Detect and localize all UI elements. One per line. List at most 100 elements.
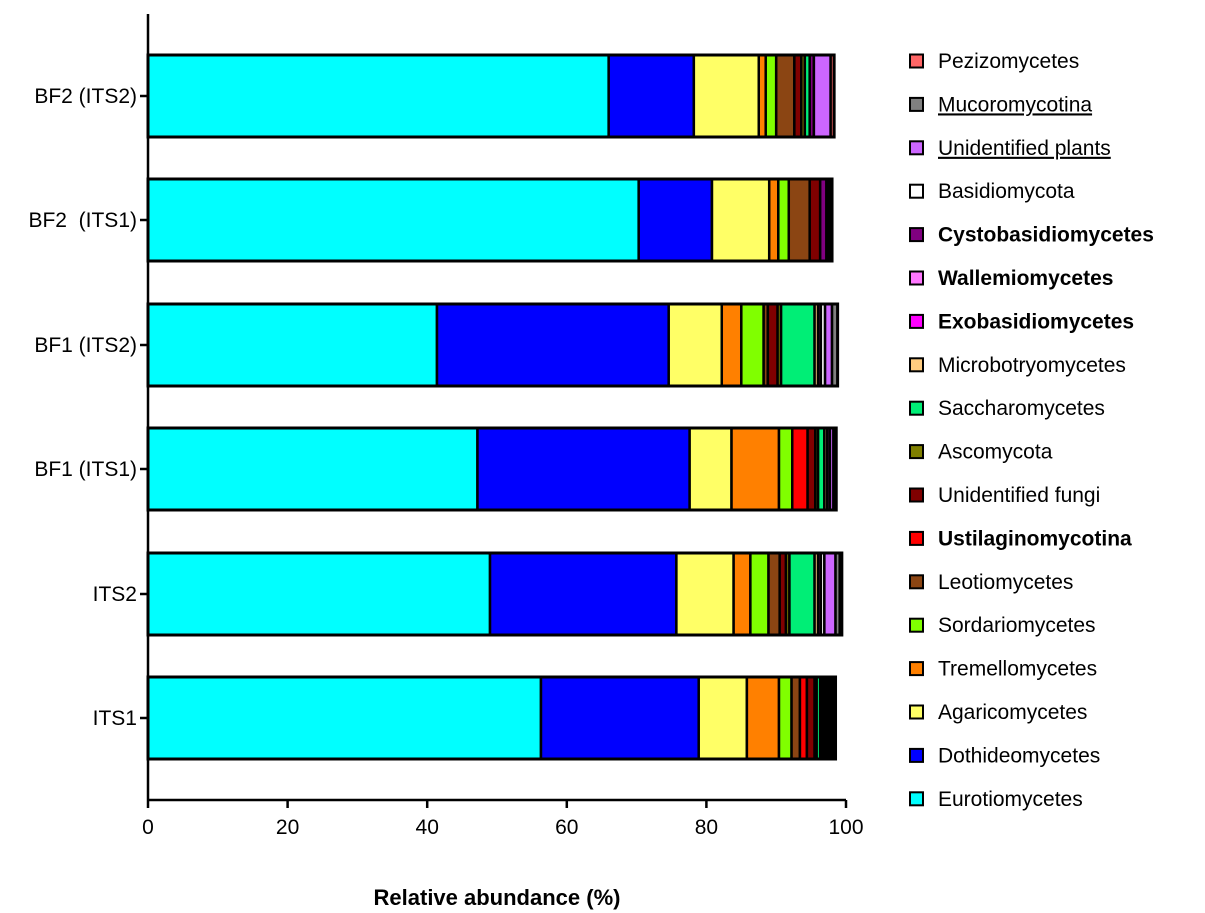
bar-segment bbox=[788, 551, 816, 637]
bar-segment bbox=[749, 551, 770, 637]
legend-label: Microbotryomycetes bbox=[938, 354, 1126, 377]
bar-segment bbox=[146, 426, 479, 512]
legend-label: Dothideomycetes bbox=[938, 744, 1100, 767]
bar-segment bbox=[539, 675, 700, 761]
legend-item: Exobasidiomycetes bbox=[909, 310, 1134, 333]
bar-segment bbox=[764, 53, 778, 139]
axes-group: BF2 (ITS2) BF2 (ITS1) BF1 (ITS2) BF1 (ITS1)… bbox=[28, 14, 864, 839]
y-tick-label: BF1 (ITS2) bbox=[34, 334, 137, 357]
legend-item: Pezizomycetes bbox=[909, 50, 1079, 73]
legend-label: Exobasidiomycetes bbox=[938, 310, 1134, 333]
legend-item: Tremellomycetes bbox=[909, 658, 1097, 681]
bar-row bbox=[146, 53, 836, 139]
y-tick-label: BF1 (ITS1) bbox=[34, 458, 137, 481]
legend-swatch bbox=[909, 661, 924, 677]
bar-segment bbox=[745, 675, 781, 761]
legend-item: Ustilaginomycotina bbox=[909, 527, 1132, 550]
bar-segment bbox=[812, 53, 832, 139]
bar-segment bbox=[607, 53, 696, 139]
x-tick-label: 80 bbox=[695, 816, 718, 839]
legend-swatch bbox=[909, 400, 924, 416]
bar-segment bbox=[823, 551, 837, 637]
y-tick-label: ITS1 bbox=[93, 707, 137, 730]
legend-item: Microbotryomycetes bbox=[909, 354, 1126, 377]
bar-segment bbox=[675, 551, 735, 637]
legend-swatch bbox=[909, 791, 924, 807]
bar-row bbox=[146, 426, 838, 512]
bar-segment bbox=[767, 551, 781, 637]
bar-segment bbox=[692, 53, 760, 139]
legend-swatch bbox=[909, 53, 924, 69]
legend-item: Agaricomycetes bbox=[909, 701, 1087, 724]
legend-item: Saccharomycetes bbox=[909, 397, 1105, 420]
bars-group bbox=[146, 53, 844, 761]
legend-label: Saccharomycetes bbox=[938, 397, 1105, 420]
x-tick-label: 40 bbox=[416, 816, 439, 839]
bar-segment bbox=[791, 426, 809, 512]
legend-label: Cystobasidiomycetes bbox=[938, 224, 1154, 247]
bar-segment bbox=[720, 302, 743, 388]
y-tick-label: ITS2 bbox=[93, 583, 137, 606]
bar-segment bbox=[697, 675, 749, 761]
legend-item: Sordariomycetes bbox=[909, 614, 1096, 637]
legend-label: Tremellomycetes bbox=[938, 658, 1097, 681]
legend-item: Cystobasidiomycetes bbox=[909, 224, 1154, 247]
y-tick-label: BF2 (ITS1) bbox=[28, 209, 137, 232]
y-tick-label: BF2 (ITS2) bbox=[34, 85, 137, 108]
legend-label: Wallemiomycetes bbox=[938, 267, 1113, 290]
legend-swatch bbox=[909, 183, 924, 199]
x-tick-label: 0 bbox=[142, 816, 154, 839]
bar-segment bbox=[688, 426, 733, 512]
legend-item: Leotiomycetes bbox=[909, 571, 1073, 594]
legend-swatch bbox=[909, 227, 924, 243]
bar-segment bbox=[488, 551, 678, 637]
legend-item: Eurotiomycetes bbox=[909, 788, 1083, 811]
legend-label: Unidentified plants bbox=[938, 137, 1111, 160]
bar-segment bbox=[476, 426, 691, 512]
bar-segment bbox=[146, 302, 439, 388]
legend-swatch bbox=[909, 747, 924, 763]
bar-segment bbox=[637, 177, 714, 263]
bar-segment bbox=[777, 177, 791, 263]
legend-item: Ascomycota bbox=[909, 441, 1053, 464]
bar-segment bbox=[823, 675, 837, 761]
bar-segment bbox=[146, 53, 610, 139]
legend-swatch bbox=[909, 140, 924, 156]
legend-item: Unidentified fungi bbox=[909, 484, 1100, 507]
legend-label: Pezizomycetes bbox=[938, 50, 1079, 73]
bar-row bbox=[146, 302, 840, 388]
bar-segment bbox=[790, 675, 802, 761]
bar-row bbox=[146, 675, 838, 761]
bar-segment bbox=[774, 53, 796, 139]
legend-label: Agaricomycetes bbox=[938, 701, 1087, 724]
bar-segment bbox=[777, 426, 794, 512]
legend-swatch bbox=[909, 357, 924, 373]
legend-item: Mucoromycotina bbox=[909, 93, 1092, 116]
legend-label: Ustilaginomycotina bbox=[938, 527, 1132, 550]
bar-segment bbox=[740, 302, 765, 388]
legend-item: Dothideomycetes bbox=[909, 744, 1100, 767]
legend-swatch bbox=[909, 270, 924, 286]
legend-label: Eurotiomycetes bbox=[938, 788, 1083, 811]
bar-segment bbox=[732, 551, 752, 637]
legend-item: Basidiomycota bbox=[909, 180, 1075, 203]
legend-swatch bbox=[909, 313, 924, 329]
legend-label: Leotiomycetes bbox=[938, 571, 1073, 594]
bar-segment bbox=[146, 675, 543, 761]
bar-segment bbox=[767, 177, 780, 263]
legend-swatch bbox=[909, 444, 924, 460]
legend-label: Sordariomycetes bbox=[938, 614, 1096, 637]
legend-swatch bbox=[909, 617, 924, 633]
legend-swatch bbox=[909, 96, 924, 112]
legend-swatch bbox=[909, 574, 924, 590]
bar-segment bbox=[435, 302, 670, 388]
legend-label: Mucoromycotina bbox=[938, 93, 1092, 116]
legend-label: Basidiomycota bbox=[938, 180, 1075, 203]
legend: Pezizomycetes Mucoromycotina Unidentified … bbox=[909, 50, 1154, 811]
x-tick-label: 60 bbox=[555, 816, 578, 839]
x-tick-label: 100 bbox=[828, 816, 863, 839]
legend-item: Wallemiomycetes bbox=[909, 267, 1113, 290]
x-axis-label: Relative abundance (%) bbox=[374, 885, 621, 910]
bar-segment bbox=[146, 551, 492, 637]
